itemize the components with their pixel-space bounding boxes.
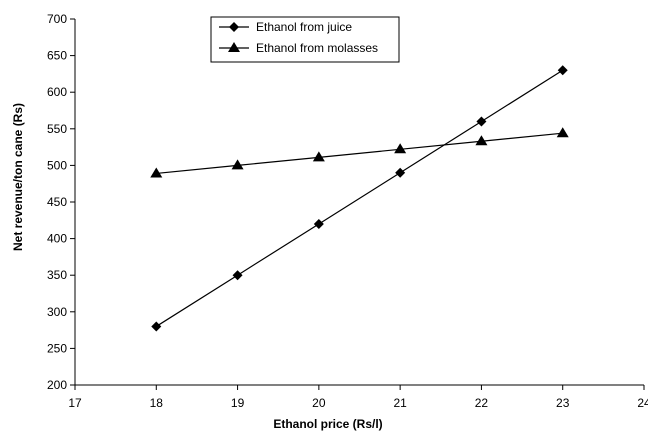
x-tick-label: 19 [231,396,245,410]
data-point-juice [395,167,406,178]
data-point-juice [151,321,162,332]
series-line-juice [155,69,564,327]
x-tick-label: 20 [312,396,326,410]
x-tick-label: 23 [556,396,570,410]
y-tick-label: 700 [47,12,67,26]
y-tick-label: 400 [47,232,67,246]
y-tick-label: 450 [47,195,67,209]
legend: Ethanol from juice Ethanol from molasses [210,16,400,63]
y-tick-label: 350 [47,268,67,282]
data-point-molasses [556,127,569,138]
y-tick-label: 200 [47,378,67,392]
y-tick-label: 300 [47,305,67,319]
legend-marker-molasses [228,42,240,52]
data-point-molasses [475,135,488,146]
y-axis-title: Net revenue/ton cane (Rs) [11,103,25,251]
x-tick-label: 17 [68,396,82,410]
y-tick-label: 250 [47,341,67,355]
x-tick-label: 24 [637,396,648,410]
series-line-molasses [156,132,563,175]
y-tick-label: 500 [47,158,67,172]
data-point-juice [557,65,568,76]
y-tick-label: 550 [47,122,67,136]
legend-label-juice: Ethanol from juice [256,20,352,34]
legend-label-molasses: Ethanol from molasses [256,41,378,55]
x-tick-label: 21 [393,396,407,410]
data-point-molasses [231,159,244,170]
x-axis-ticks: 17 18 19 20 21 22 23 24 [68,385,648,410]
data-point-juice [476,116,487,127]
legend-box [210,16,400,63]
series-layer [150,65,569,332]
x-tick-label: 22 [475,396,489,410]
y-tick-label: 600 [47,85,67,99]
x-axis-title: Ethanol price (Rs/l) [273,417,382,431]
data-point-molasses [394,143,407,154]
data-point-molasses [150,167,163,178]
data-point-juice [232,270,243,281]
y-tick-label: 650 [47,49,67,63]
x-tick-label: 18 [150,396,164,410]
data-point-molasses [312,151,325,162]
legend-marker-juice [229,22,239,32]
y-axis-ticks: 200 250 300 350 400 450 500 550 600 650 700 [47,12,75,392]
data-point-juice [313,218,324,229]
